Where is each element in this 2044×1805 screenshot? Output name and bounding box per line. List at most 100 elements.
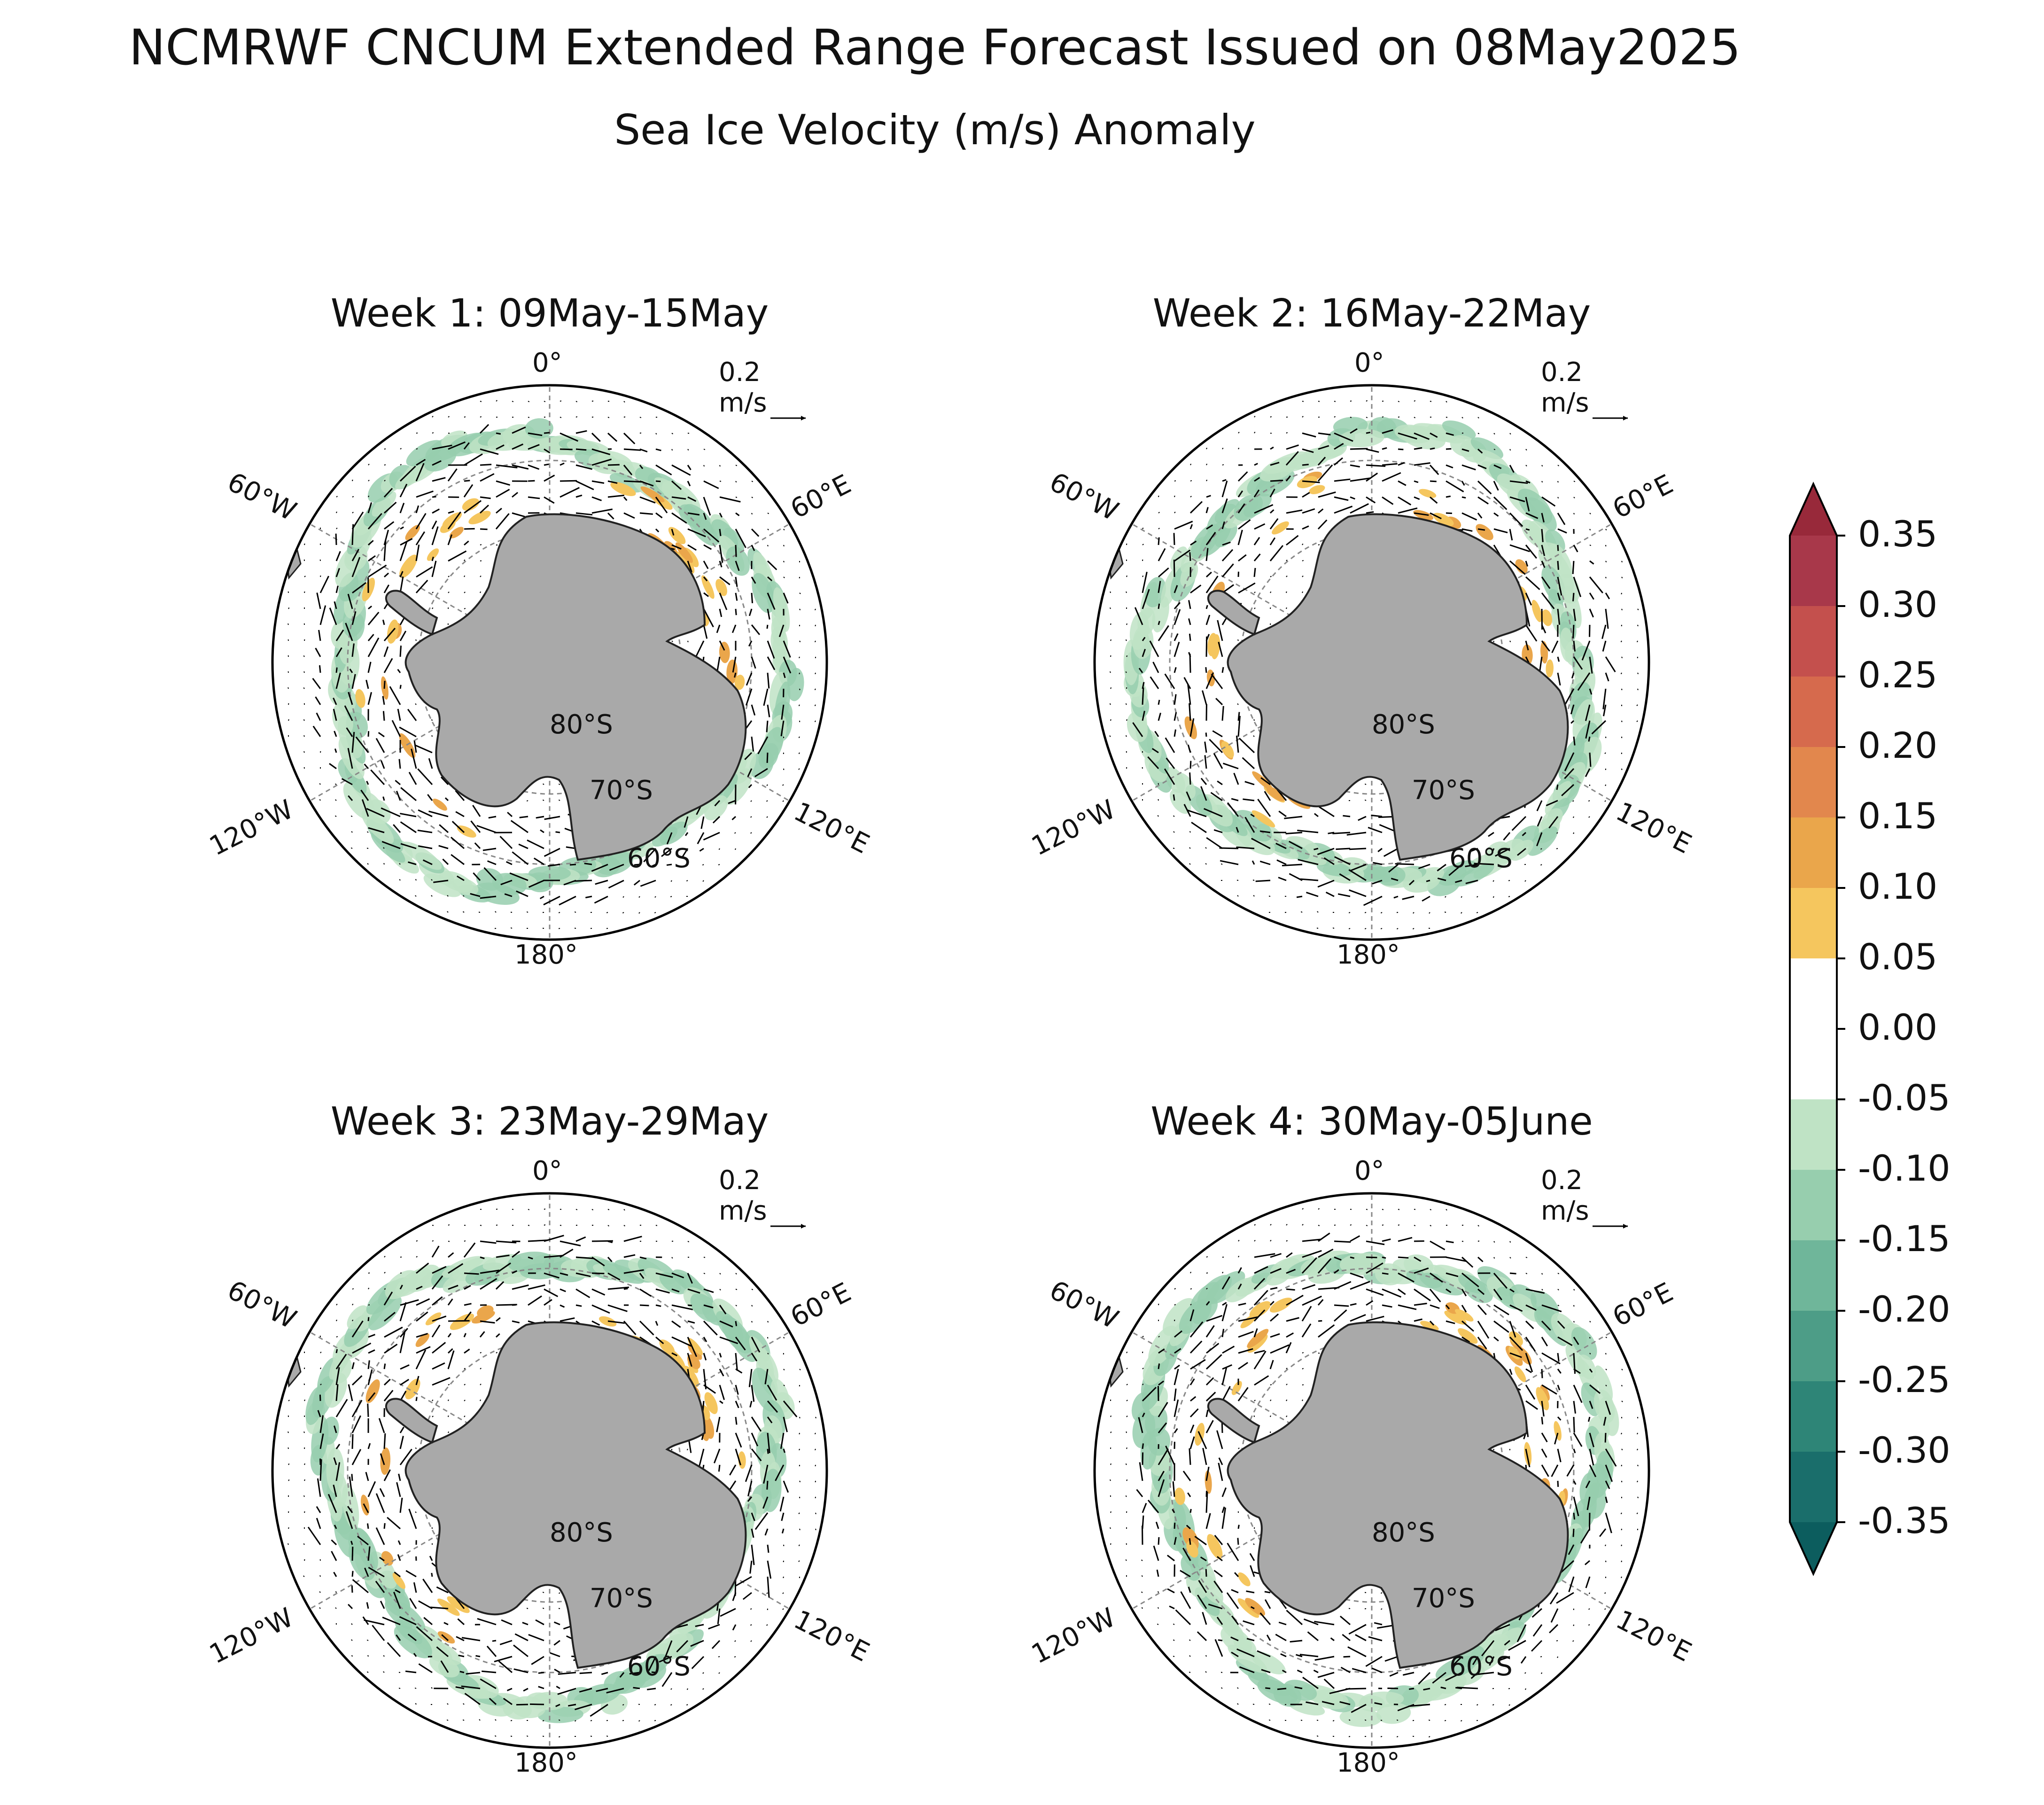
velocity-vector xyxy=(1275,842,1287,849)
velocity-vector xyxy=(1581,640,1591,661)
ice-anomaly-negative xyxy=(786,668,804,701)
velocity-vector xyxy=(1602,704,1607,716)
colorbar-segment xyxy=(1790,1170,1837,1241)
velocity-vector xyxy=(1398,462,1405,466)
velocity-vector xyxy=(1498,1656,1510,1662)
velocity-vector xyxy=(1190,1396,1197,1402)
ice-anomaly-positive xyxy=(683,1365,699,1387)
velocity-vector xyxy=(317,1410,321,1417)
velocity-vector xyxy=(1509,512,1523,527)
velocity-vector xyxy=(751,592,754,603)
ice-anomaly-positive xyxy=(427,548,439,561)
velocity-vector xyxy=(1573,1432,1583,1447)
velocity-vector xyxy=(1306,892,1319,897)
velocity-vector xyxy=(1605,608,1609,629)
velocity-vector xyxy=(1477,448,1483,454)
velocity-vector xyxy=(591,1320,600,1326)
velocity-vector xyxy=(1557,528,1567,534)
velocity-vector xyxy=(1589,1353,1591,1355)
velocity-vector xyxy=(1516,1624,1527,1642)
velocity-vector xyxy=(639,465,644,469)
velocity-vector xyxy=(1587,1416,1591,1422)
velocity-vector xyxy=(639,1320,654,1336)
velocity-vector xyxy=(1237,1284,1242,1290)
velocity-vector xyxy=(1509,496,1525,502)
velocity-vector xyxy=(1200,1556,1207,1562)
velocity-vector xyxy=(1541,513,1545,523)
velocity-vector xyxy=(1325,891,1335,897)
velocity-vector xyxy=(418,1600,433,1610)
velocity-vector xyxy=(1194,1535,1207,1546)
velocity-vector xyxy=(1189,1639,1191,1641)
velocity-vector xyxy=(510,820,528,833)
velocity-vector xyxy=(383,501,397,514)
velocity-vector xyxy=(585,895,592,899)
velocity-vector xyxy=(461,1685,481,1689)
velocity-vector xyxy=(607,494,624,498)
ice-anomaly-positive xyxy=(1444,1310,1467,1325)
velocity-vector xyxy=(364,1567,369,1577)
velocity-vector xyxy=(1334,1309,1347,1322)
velocity-vector xyxy=(671,464,691,476)
velocity-vector xyxy=(1222,1364,1233,1370)
ice-anomaly-positive xyxy=(392,1572,405,1589)
velocity-vector xyxy=(766,1480,769,1490)
velocity-vector xyxy=(735,1448,741,1466)
velocity-vector xyxy=(735,1385,739,1395)
velocity-vector xyxy=(1205,1420,1214,1433)
velocity-vector xyxy=(498,1660,513,1673)
velocity-vector xyxy=(367,513,382,529)
velocity-vector xyxy=(1285,475,1291,482)
velocity-vector xyxy=(783,592,789,604)
velocity-vector xyxy=(351,1362,355,1369)
velocity-vector xyxy=(1414,462,1430,466)
velocity-vector xyxy=(1589,608,1594,618)
velocity-vector xyxy=(335,1607,337,1609)
velocity-vector xyxy=(335,585,339,593)
velocity-vector xyxy=(798,752,800,755)
velocity-vector xyxy=(367,634,374,641)
velocity-vector xyxy=(671,544,682,550)
velocity-vector xyxy=(367,1443,371,1449)
lat-label-60s: 60°S xyxy=(627,1651,691,1682)
velocity-vector xyxy=(432,1416,434,1417)
velocity-vector xyxy=(1637,608,1639,611)
velocity-vector xyxy=(383,1378,391,1386)
velocity-vector xyxy=(798,736,800,739)
velocity-vector xyxy=(783,576,785,578)
velocity-vector xyxy=(1206,1315,1223,1322)
velocity-vector xyxy=(480,1269,500,1274)
velocity-vector xyxy=(1366,472,1378,482)
velocity-vector xyxy=(1278,877,1287,881)
velocity-vector xyxy=(336,1319,337,1322)
velocity-vector xyxy=(319,1433,324,1449)
velocity-vector xyxy=(1236,1648,1255,1657)
velocity-vector xyxy=(735,512,740,516)
velocity-vector xyxy=(367,502,373,513)
velocity-vector xyxy=(1455,879,1462,883)
velocity-vector xyxy=(757,736,769,755)
velocity-vector xyxy=(1189,703,1191,721)
velocity-vector xyxy=(1398,432,1417,440)
velocity-vector xyxy=(1430,1209,1432,1211)
velocity-vector xyxy=(729,1464,737,1476)
velocity-vector xyxy=(381,840,401,849)
velocity-vector xyxy=(1429,1289,1441,1303)
velocity-vector xyxy=(448,416,450,418)
velocity-vector xyxy=(1570,704,1575,715)
velocity-vector xyxy=(1472,1672,1494,1676)
velocity-vector xyxy=(396,1482,401,1497)
velocity-vector xyxy=(1525,1257,1528,1259)
ice-anomaly-positive xyxy=(381,1551,394,1566)
velocity-vector xyxy=(703,832,720,840)
velocity-vector xyxy=(464,1384,466,1385)
velocity-vector xyxy=(735,1400,739,1408)
velocity-vector xyxy=(1237,895,1239,897)
velocity-vector xyxy=(367,540,374,546)
velocity-vector xyxy=(553,1621,560,1626)
velocity-vector xyxy=(1237,712,1240,721)
velocity-vector xyxy=(1334,416,1336,418)
velocity-vector xyxy=(1285,832,1303,834)
velocity-vector xyxy=(623,1209,625,1211)
velocity-vector xyxy=(431,1324,441,1338)
